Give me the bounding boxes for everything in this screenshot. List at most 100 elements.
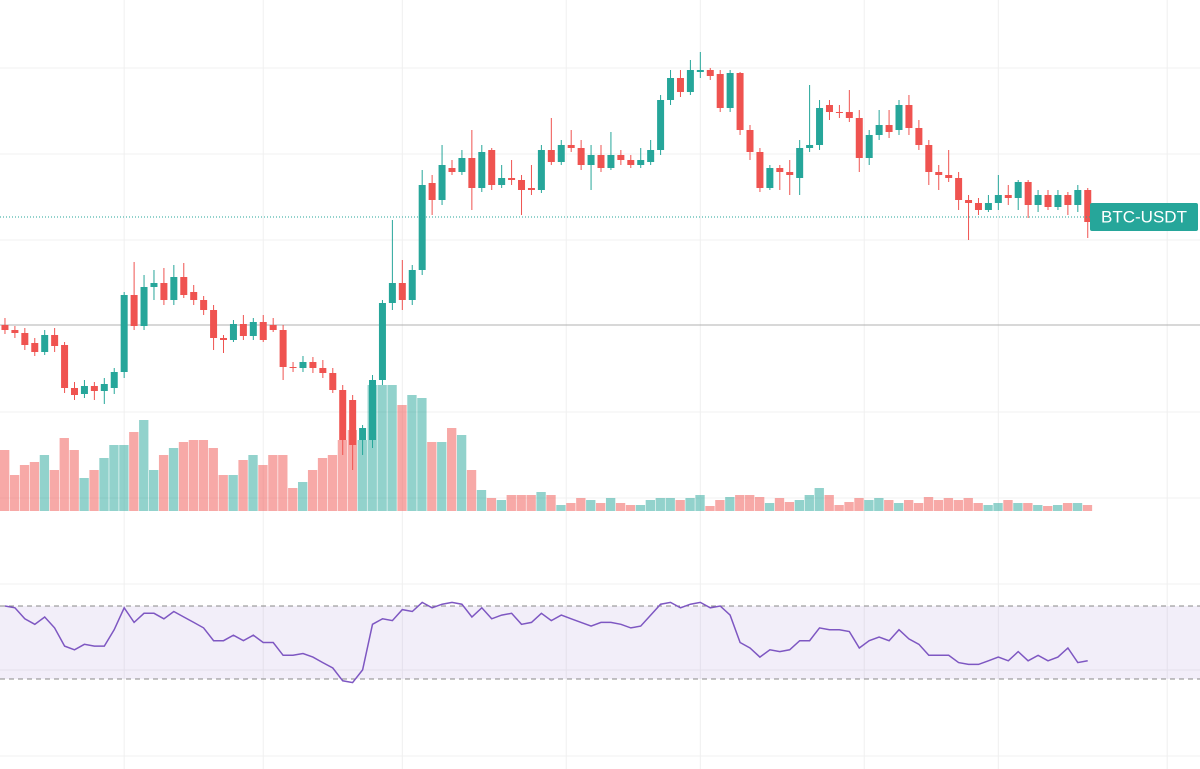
volume-bar [278,455,288,511]
candle-body [220,338,228,340]
volume-bar [516,495,526,511]
candle-body [1044,195,1052,207]
volume-bar [754,497,765,511]
candle-body [736,73,744,130]
candle-body [796,148,804,178]
candle-body [458,158,466,172]
rsi-line [4,601,1088,684]
volume-bar [635,505,646,511]
candle-body [647,150,655,162]
candle-body [597,155,605,168]
volume-bar [417,398,427,511]
candle-body [160,283,168,300]
volume-bar [794,500,805,511]
volume-bar [903,500,914,511]
volume-bar [605,498,616,511]
volume-bar [784,502,795,511]
candle-body [438,165,446,200]
candle-body [567,145,575,148]
candle-body [110,372,118,388]
candle-body [706,70,714,76]
candle-body [537,150,545,190]
volume-bar [1033,505,1043,511]
volume-bar [49,470,60,511]
candle-body [845,112,853,118]
candle-body [150,283,158,287]
volume-bar [844,502,854,511]
candle-body [1074,190,1082,205]
volume-bar [198,440,209,511]
candle-body [309,362,317,368]
volume-bar [29,462,40,511]
volume-bar [69,450,79,511]
candle-body [806,145,814,148]
candle-body [468,158,476,188]
volume-bar [59,438,69,511]
volume-bar [1013,503,1023,511]
candle-body [329,373,337,390]
volume-bar [735,495,745,511]
candle-body [478,152,486,188]
candle-body [299,362,307,368]
volume-bar [109,445,119,511]
candle-body [1034,195,1042,205]
volume-bar [476,490,487,511]
volume-bar [228,475,238,511]
candle-body [984,203,992,210]
volume-bar [894,503,904,511]
candle-body [557,145,565,162]
candle-body [289,367,297,368]
volume-bar [764,503,775,511]
candle-body [61,345,69,388]
volume-bar [615,503,626,511]
volume-bar [586,500,596,511]
volume-bar [625,505,636,511]
volume-bar [437,442,447,511]
volume-bar [913,503,924,511]
volume-bar [377,385,387,511]
candle-body [239,324,247,336]
candle-body [835,112,843,113]
candle-body [279,330,287,367]
candle-body [905,105,913,128]
candle-body [359,428,367,440]
volume-bar [218,475,228,511]
volume-bar [943,498,954,511]
candle-body [388,283,396,303]
volume-bar [466,470,477,511]
candle-body [51,335,59,346]
candle-body [508,178,516,180]
volume-bar [119,445,129,511]
candle-body [696,70,704,72]
rsi-band [0,606,1200,679]
volume-bar [307,470,318,511]
candle-body [945,175,953,178]
volume-bar [526,495,536,511]
volume-bar [79,478,89,511]
candle-body [339,390,347,440]
volume-bar [1023,503,1033,511]
candle-body [418,185,426,270]
candle-body [130,295,138,326]
candle-body [657,100,665,150]
volume-bar [536,492,546,511]
volume-bar [0,450,10,511]
candle-body [617,155,625,160]
candle-body [190,292,198,300]
candle-body [955,178,963,200]
candle-body [825,105,833,112]
volume-bar [248,455,258,511]
volume-bar [973,503,983,511]
candle-body [180,277,188,295]
volume-bar [695,495,705,511]
volume-bar [139,420,149,511]
candle-body [895,105,903,130]
volume-bar [675,500,685,511]
candle-body [21,333,29,345]
volume-bar [1043,506,1053,511]
candle-body [1084,190,1092,222]
volume-bar [506,495,516,511]
candle-body [100,384,108,391]
volume-bar [268,455,278,511]
